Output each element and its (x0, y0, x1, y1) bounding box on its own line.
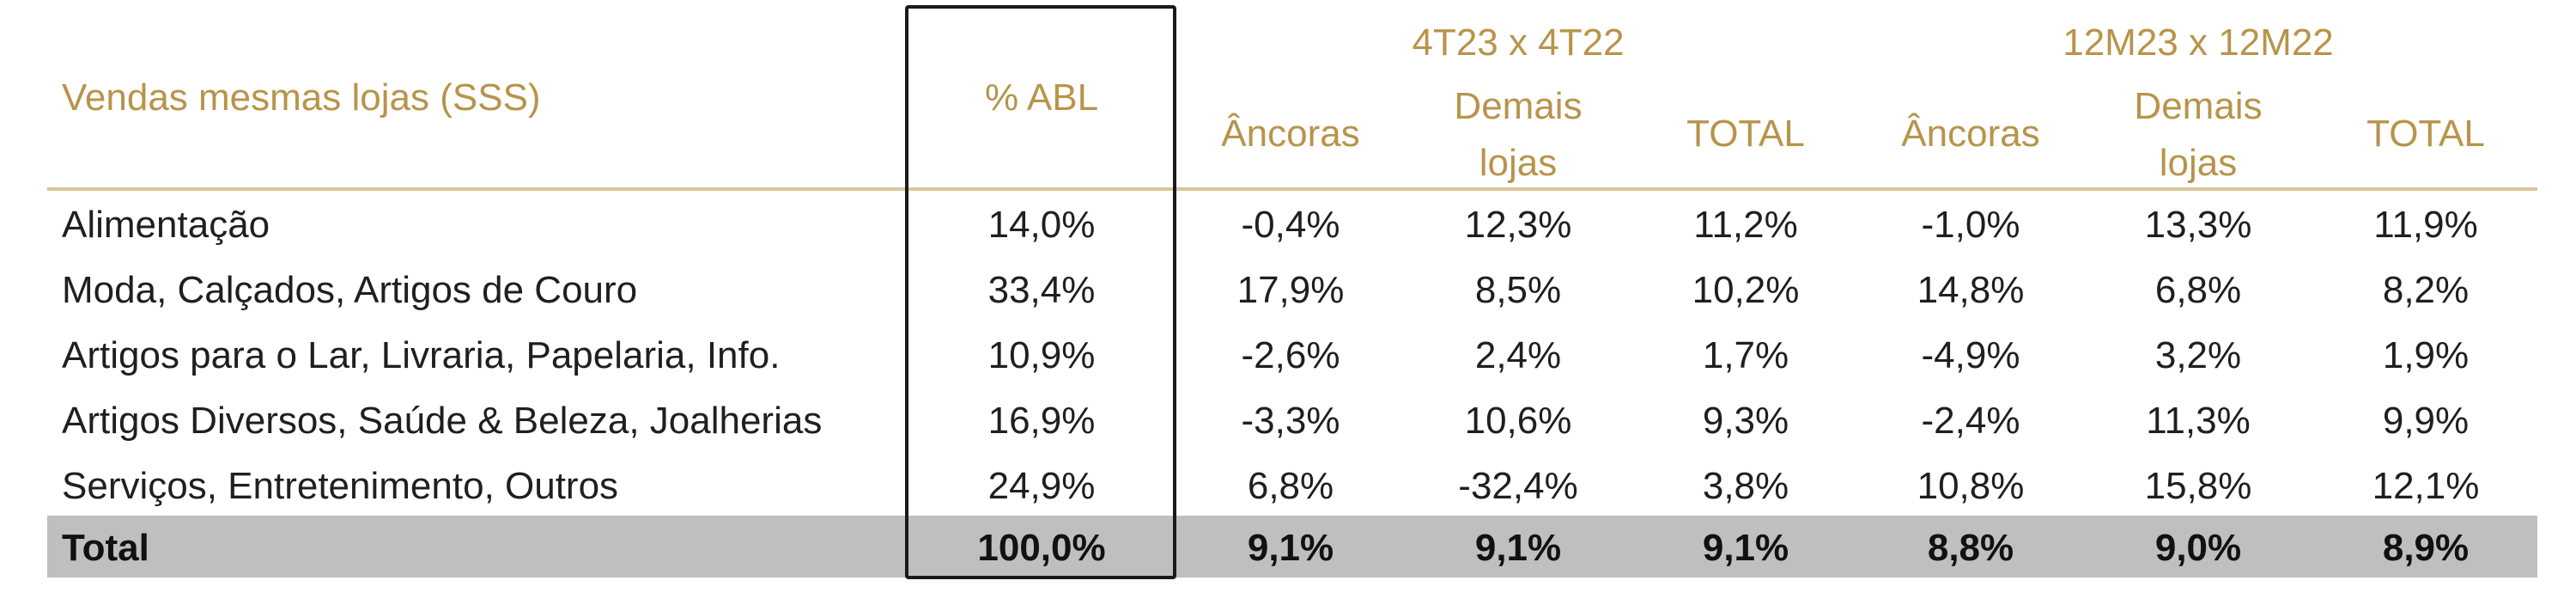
total-row-band (47, 516, 2537, 578)
row-label: Serviços, Entretenimento, Outros (62, 465, 619, 507)
total-abl: 100,0% (977, 527, 1106, 569)
row-12m-total: 9,9% (2382, 400, 2470, 442)
row-12m-demais: 13,3% (2144, 204, 2252, 246)
total-label: Total (62, 527, 149, 569)
row-4t-total: 3,8% (1702, 465, 1789, 507)
row-12m-ancoras: -2,4% (1921, 400, 2020, 442)
row-4t-ancoras: -3,3% (1241, 400, 1340, 442)
row-12m-ancoras: 14,8% (1917, 269, 2025, 311)
total-4t-total: 9,1% (1702, 527, 1789, 569)
row-4t-demais: 12,3% (1464, 204, 1572, 246)
row-abl: 14,0% (987, 204, 1096, 246)
row-4t-total: 11,2% (1693, 204, 1798, 246)
table-title: Vendas mesmas lojas (SSS) (62, 76, 541, 119)
col-header-12m-ancoras: Âncoras (1901, 113, 2040, 155)
col-header-12m-demais-line1: Demais (2134, 85, 2263, 127)
group-header-12m: 12M23 x 12M22 (2063, 21, 2334, 64)
row-12m-total: 8,2% (2382, 269, 2470, 311)
col-header-4t-demais-line1: Demais (1454, 85, 1583, 127)
total-12m-total: 8,9% (2382, 527, 2470, 569)
row-4t-demais: 2,4% (1474, 334, 1562, 376)
row-4t-demais: -32,4% (1458, 465, 1578, 507)
row-12m-ancoras: -4,9% (1921, 334, 2020, 376)
total-4t-demais: 9,1% (1474, 527, 1562, 569)
row-4t-ancoras: -0,4% (1241, 204, 1340, 246)
row-4t-demais: 8,5% (1474, 269, 1562, 311)
row-12m-demais: 15,8% (2144, 465, 2252, 507)
group-header-4t: 4T23 x 4T22 (1412, 21, 1625, 64)
row-4t-total: 10,2% (1692, 269, 1800, 311)
row-4t-total: 1,7% (1702, 334, 1789, 376)
row-label: Alimentação (62, 204, 270, 246)
total-12m-demais: 9,0% (2154, 527, 2242, 569)
row-12m-demais: 3,2% (2154, 334, 2242, 376)
row-4t-ancoras: -2,6% (1241, 334, 1340, 376)
total-12m-ancoras: 8,8% (1927, 527, 2014, 569)
row-4t-ancoras: 17,9% (1236, 269, 1345, 311)
row-label: Moda, Calçados, Artigos de Couro (62, 269, 638, 311)
row-4t-demais: 10,6% (1464, 400, 1572, 442)
row-4t-total: 9,3% (1702, 400, 1789, 442)
total-4t-ancoras: 9,1% (1247, 527, 1334, 569)
row-abl: 33,4% (987, 269, 1096, 311)
col-header-4t-total: TOTAL (1686, 113, 1805, 155)
row-abl: 16,9% (987, 400, 1096, 442)
abl-header: % ABL (984, 76, 1099, 119)
row-12m-demais: 11,3% (2146, 400, 2251, 442)
col-header-4t-ancoras: Âncoras (1221, 113, 1360, 155)
row-abl: 24,9% (987, 465, 1096, 507)
row-12m-total: 11,9% (2373, 204, 2478, 246)
row-label: Artigos Diversos, Saúde & Beleza, Joalhe… (62, 400, 823, 442)
row-12m-ancoras: 10,8% (1917, 465, 2025, 507)
row-12m-total: 1,9% (2382, 334, 2470, 376)
header-rule (47, 187, 2537, 191)
row-12m-total: 12,1% (2372, 465, 2480, 507)
col-header-4t-demais-line2: lojas (1479, 142, 1558, 184)
row-abl: 10,9% (987, 334, 1096, 376)
col-header-12m-total: TOTAL (2366, 113, 2485, 155)
row-4t-ancoras: 6,8% (1247, 465, 1334, 507)
col-header-12m-demais-line2: lojas (2159, 142, 2238, 184)
row-label: Artigos para o Lar, Livraria, Papelaria,… (62, 334, 781, 376)
row-12m-demais: 6,8% (2154, 269, 2242, 311)
row-12m-ancoras: -1,0% (1921, 204, 2020, 246)
